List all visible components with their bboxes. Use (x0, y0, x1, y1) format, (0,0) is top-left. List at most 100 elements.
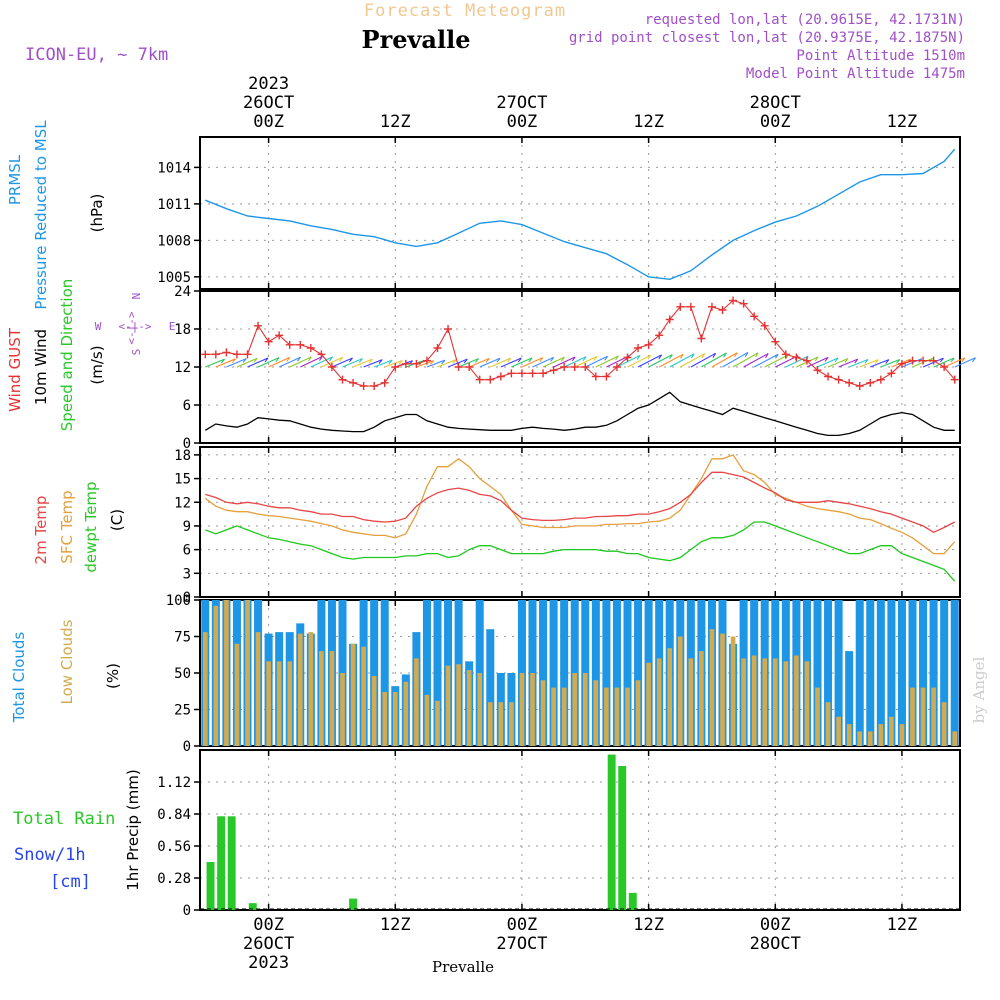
wind-direction-arrow (215, 358, 236, 368)
total-cloud-bar (380, 600, 389, 746)
wind-direction-arrow (490, 357, 511, 368)
y-tick-label: 12 (174, 360, 191, 376)
wind-direction-arrowhead (784, 354, 789, 360)
time-label-top: 26OCT (243, 93, 294, 113)
gust-marker (275, 331, 284, 340)
wind-direction-arrowhead (701, 353, 706, 359)
low-cloud-bar (350, 643, 356, 746)
y-tick-label: 75 (174, 630, 191, 646)
gust-marker (824, 372, 833, 381)
label-total-clouds: Total Clouds (10, 632, 28, 724)
low-cloud-bar (656, 658, 662, 746)
wind-direction-arrow (817, 357, 839, 368)
time-label-bottom: 28OCT (750, 934, 801, 954)
low-cloud-bar (646, 662, 651, 746)
time-label-bottom: 2023 (248, 953, 289, 973)
label-clouds-unit: (%) (104, 663, 122, 689)
low-cloud-bar (625, 687, 630, 746)
wind-direction-arrow (479, 357, 501, 368)
low-cloud-bar (582, 673, 588, 746)
model-label: ICON-EU, ~ 7km (25, 45, 168, 65)
wind-direction-arrowhead (571, 356, 576, 362)
wind-direction-arrowhead (517, 357, 522, 363)
gust-marker (222, 348, 231, 357)
wind-direction-arrowhead (463, 358, 468, 364)
wind-direction-arrowhead (896, 359, 901, 364)
wind-direction-arrowhead (679, 353, 684, 359)
gust-marker (897, 359, 906, 368)
wind-direction-arrow (226, 358, 247, 368)
total-cloud-bar (834, 600, 843, 746)
low-cloud-bar (614, 687, 620, 746)
wind-direction-arrowhead (485, 358, 490, 363)
total-cloud-bar (612, 600, 621, 746)
low-cloud-bar (424, 694, 430, 746)
gust-marker (908, 356, 917, 365)
total-cloud-bar (929, 600, 938, 746)
wind-direction-arrow (300, 355, 323, 368)
y-tick-label: 0.28 (157, 871, 191, 887)
wind-direction-arrowhead (814, 356, 819, 362)
point-altitude: Point Altitude 1510m (796, 48, 965, 64)
low-cloud-bar (392, 691, 398, 746)
wind-direction-arrowhead (874, 359, 879, 364)
wind-direction-arrowhead (474, 358, 479, 363)
wind-direction-arrow (268, 356, 290, 368)
wind-direction-arrowhead (844, 358, 849, 363)
y-tick-label: 0.56 (157, 839, 191, 855)
wind-direction-arrow (342, 358, 363, 368)
low-cloud-bar (857, 731, 863, 746)
series-prmsl (205, 148, 956, 281)
y-tick-label: 18 (174, 322, 191, 338)
gust-marker (707, 302, 716, 311)
wind-direction-arrow (352, 358, 373, 368)
gust-marker (412, 359, 421, 368)
watermark: by Angel (970, 656, 988, 723)
total-cloud-bar (370, 600, 379, 746)
series-sfc-temp (204, 454, 956, 555)
wind-direction-arrowhead (329, 356, 334, 362)
total-cloud-bar (560, 600, 569, 746)
rain-bar (628, 892, 637, 910)
wind-direction-arrow (511, 357, 533, 368)
y-tick-label: 50 (174, 666, 191, 682)
wind-direction-arrowhead (441, 359, 446, 365)
y-tick-label: 1005 (157, 270, 191, 286)
gust-marker (201, 350, 210, 359)
y-tick-label: 18 (174, 448, 191, 464)
total-cloud-bar (422, 600, 431, 746)
label-precip-axis: 1hr Precip (mm) (124, 769, 142, 890)
gust-marker (792, 353, 801, 362)
y-tick-label: 0.84 (157, 807, 191, 823)
total-cloud-bar (876, 600, 885, 746)
gust-marker (676, 302, 685, 311)
gust-marker (686, 302, 695, 311)
wind-direction-arrowhead (582, 356, 587, 362)
low-cloud-bar (319, 651, 324, 746)
low-cloud-bar (772, 658, 778, 746)
total-cloud-bar (549, 600, 558, 746)
wind-direction-arrowhead (712, 353, 717, 358)
rain-bar (349, 898, 358, 910)
total-cloud-bar (919, 600, 928, 746)
wind-direction-arrowhead (690, 353, 695, 359)
wind-direction-arrow (880, 358, 900, 368)
wind-direction-arrowhead (723, 352, 727, 358)
wind-direction-arrowhead (368, 358, 373, 364)
gust-marker (591, 372, 600, 381)
panel-frame-3 (199, 599, 961, 747)
wind-direction-arrowhead (744, 352, 749, 357)
wind-direction-arrowhead (496, 357, 501, 363)
low-cloud-bar (941, 702, 947, 746)
time-label-top: 12Z (380, 112, 411, 132)
low-cloud-bar (836, 716, 841, 746)
wind-direction-arrow (553, 356, 576, 368)
low-cloud-bar (403, 681, 409, 746)
wind-direction-arrow (236, 357, 258, 368)
gust-marker (243, 350, 252, 359)
low-cloud-bar (867, 731, 873, 746)
wind-direction-arrowhead (550, 357, 555, 362)
wind-direction-arrow (732, 352, 759, 368)
total-cloud-bar (623, 600, 632, 746)
low-cloud-bar (846, 724, 852, 746)
